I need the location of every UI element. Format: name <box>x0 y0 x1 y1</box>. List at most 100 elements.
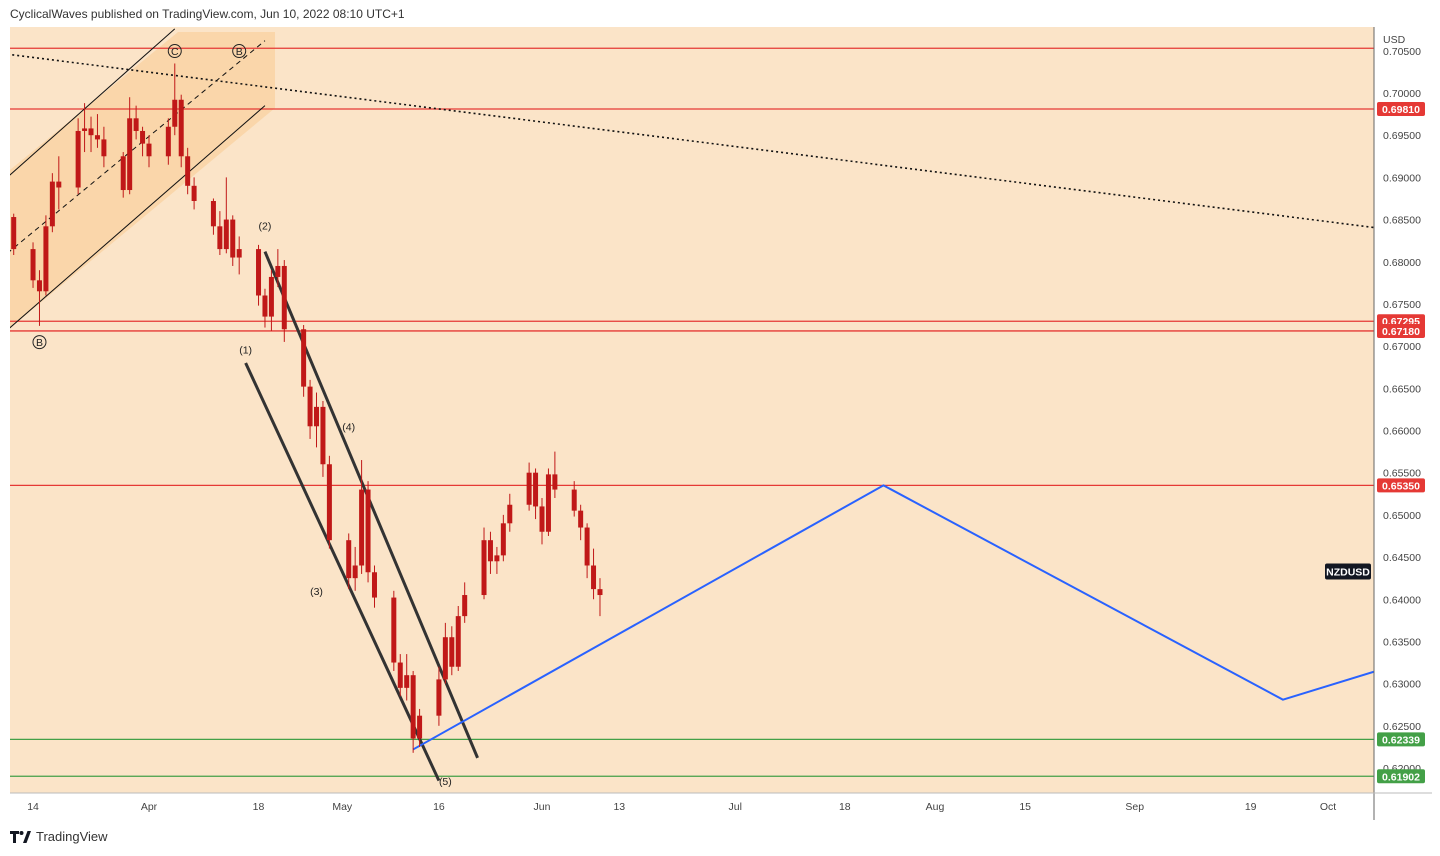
candle <box>56 156 62 210</box>
candle <box>191 177 197 210</box>
candle <box>365 481 371 583</box>
x-tick-label: 19 <box>1245 801 1257 813</box>
wave-label[interactable]: (1) <box>239 345 252 357</box>
candle <box>236 236 242 275</box>
candle <box>256 244 262 306</box>
candle <box>307 379 313 439</box>
candle <box>314 392 320 448</box>
candle <box>507 493 513 532</box>
wave-label[interactable]: (5) <box>439 776 452 788</box>
candle <box>545 468 551 536</box>
wave-label[interactable]: B <box>36 337 43 349</box>
candle <box>88 116 94 153</box>
candle <box>578 504 584 541</box>
publisher-caption: CyclicalWaves published on TradingView.c… <box>10 7 405 21</box>
candle <box>462 582 468 623</box>
candle <box>217 211 223 255</box>
rising-channel-fill <box>10 32 275 328</box>
candle <box>43 215 49 296</box>
y-tick-label: 0.70000 <box>1383 88 1421 100</box>
price-level-tag: 0.67180 <box>1377 323 1425 338</box>
long-term-dotted-trendline[interactable] <box>7 53 1431 235</box>
x-tick-label: Jul <box>729 801 742 813</box>
candle <box>352 546 358 591</box>
x-tick-label: Apr <box>141 801 158 813</box>
wave-label[interactable]: C <box>171 46 179 58</box>
candle <box>397 654 403 697</box>
wave-label[interactable]: (3) <box>310 586 323 598</box>
candle <box>584 523 590 579</box>
y-tick-label: 0.69000 <box>1383 172 1421 184</box>
x-tick-label: Sep <box>1125 801 1144 813</box>
candle <box>5 204 10 225</box>
wave-label[interactable]: (4) <box>342 422 355 434</box>
wave-label[interactable]: (2) <box>259 221 272 233</box>
y-tick-label: 0.65000 <box>1383 510 1421 522</box>
x-tick-label: Aug <box>926 801 945 813</box>
y-tick-label: 0.68500 <box>1383 215 1421 227</box>
svg-text:0.67180: 0.67180 <box>1382 326 1420 338</box>
price-level-tag: 0.61902 <box>1377 769 1425 784</box>
y-tick-label: 0.69500 <box>1383 130 1421 142</box>
candle <box>120 152 126 198</box>
y-tick-label: 0.64500 <box>1383 552 1421 564</box>
candle <box>178 94 184 168</box>
projection-path[interactable] <box>412 484 1431 751</box>
svg-text:NZDUSD: NZDUSD <box>1326 567 1370 579</box>
wave-label-circle <box>232 44 247 59</box>
candle <box>133 105 139 140</box>
falling-channel-line[interactable] <box>263 251 479 759</box>
footer: TradingView <box>10 829 108 844</box>
candle <box>210 198 216 235</box>
wave-label-circle <box>32 335 47 350</box>
svg-text:0.61902: 0.61902 <box>1382 771 1420 783</box>
x-tick-label: Jun <box>534 801 551 813</box>
candle <box>359 460 365 574</box>
candle <box>552 451 558 498</box>
candle <box>436 666 442 726</box>
candle <box>223 177 229 254</box>
candle <box>404 654 410 701</box>
y-tick-label: 0.66000 <box>1383 426 1421 438</box>
candle <box>172 63 178 136</box>
y-tick-label: 0.67000 <box>1383 341 1421 353</box>
rising-channel-line[interactable] <box>7 28 176 178</box>
candle <box>591 548 597 600</box>
y-tick-label: 0.64000 <box>1383 594 1421 606</box>
candle <box>526 462 532 511</box>
candle <box>320 400 326 477</box>
chart-background <box>10 27 1374 793</box>
candle <box>481 527 487 600</box>
candle <box>281 260 287 342</box>
x-tick-label: 15 <box>1019 801 1031 813</box>
y-tick-label: 0.63000 <box>1383 679 1421 691</box>
y-tick-label: 0.70500 <box>1383 46 1421 58</box>
x-tick-label: 18 <box>253 801 265 813</box>
symbol-badge[interactable]: NZDUSD <box>1325 563 1371 580</box>
x-tick-label: May <box>332 801 353 813</box>
candle <box>49 173 55 233</box>
y-tick-label: 0.63500 <box>1383 636 1421 648</box>
candle <box>36 270 42 326</box>
svg-text:0.62339: 0.62339 <box>1382 734 1420 746</box>
falling-channel-line[interactable] <box>244 362 441 782</box>
candle <box>262 288 268 328</box>
footer-brand[interactable]: TradingView <box>36 829 108 844</box>
candle <box>417 708 423 747</box>
rising-channel-line[interactable] <box>7 105 266 330</box>
candle <box>371 565 377 608</box>
candle <box>140 126 146 157</box>
candle <box>94 114 100 148</box>
wave-label[interactable]: B <box>236 46 243 58</box>
candle <box>30 242 36 288</box>
candle <box>75 118 81 195</box>
svg-text:0.65350: 0.65350 <box>1382 480 1420 492</box>
candle <box>146 135 152 168</box>
wave-label-circle <box>167 44 182 59</box>
currency-label: USD <box>1383 34 1406 46</box>
svg-text:0.69810: 0.69810 <box>1382 104 1420 116</box>
candle <box>597 578 603 617</box>
x-tick-label: 16 <box>433 801 445 813</box>
candle <box>442 622 448 684</box>
